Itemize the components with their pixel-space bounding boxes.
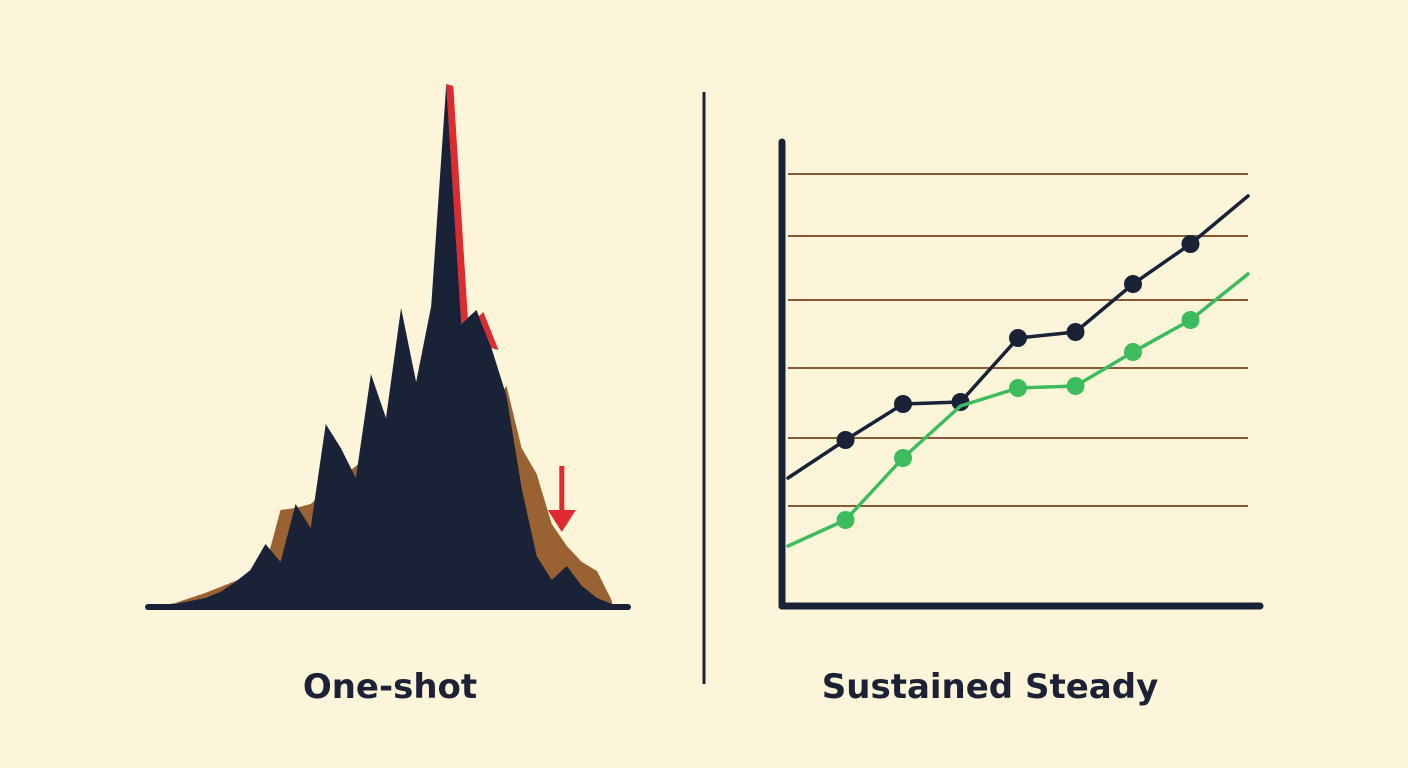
point-navy-1: [836, 431, 855, 449]
point-green-4: [1009, 379, 1027, 397]
point-navy-3: [951, 393, 970, 411]
point-green-1: [836, 511, 855, 529]
one-shot-chart: [145, 84, 631, 610]
one-shot-caption: One-shot: [303, 667, 477, 707]
spike-area: [160, 84, 612, 606]
spike-decline-highlight: [446, 84, 499, 350]
point-green-7: [1181, 311, 1200, 329]
point-navy-5: [1066, 323, 1085, 341]
point-green-2: [894, 449, 912, 467]
point-navy-7: [1181, 235, 1200, 253]
point-green-6: [1124, 343, 1142, 361]
point-navy-2: [894, 395, 912, 413]
down-arrow-icon: [547, 466, 576, 532]
point-navy-6: [1124, 275, 1142, 293]
sustained-steady-chart: [778, 138, 1264, 610]
down-arrow-head: [547, 510, 576, 532]
point-green-5: [1066, 377, 1085, 395]
point-navy-4: [1009, 329, 1027, 347]
sustained-steady-caption: Sustained Steady: [822, 667, 1158, 707]
